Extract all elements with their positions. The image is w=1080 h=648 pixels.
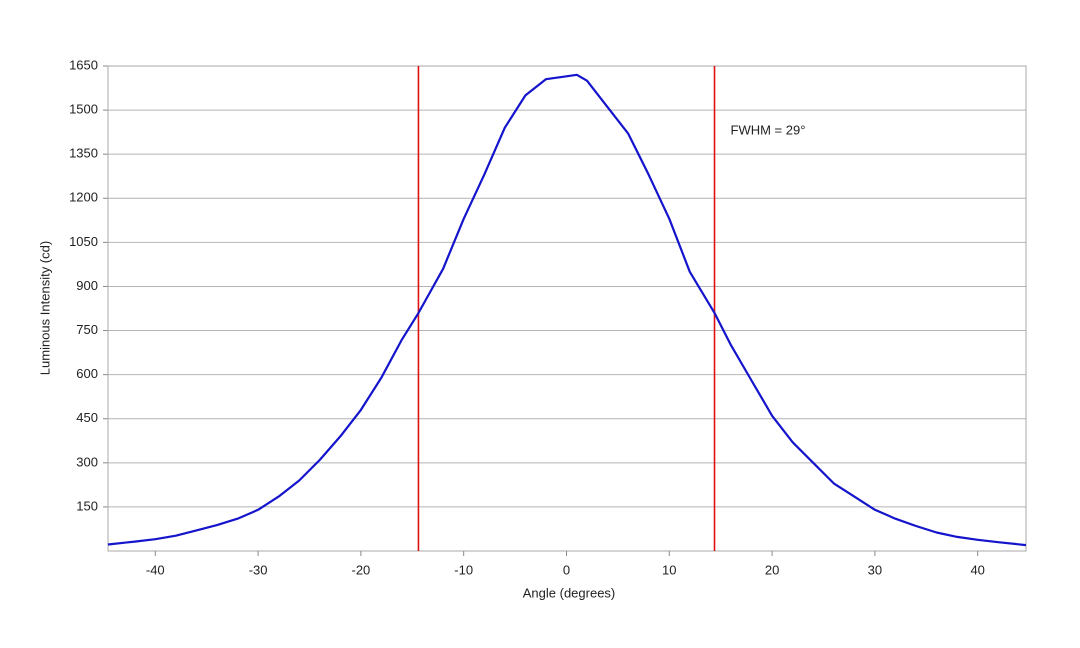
y-tick-label: 1200 <box>69 190 98 205</box>
x-axis-label: Angle (degrees) <box>523 585 616 600</box>
x-tick-label: -10 <box>454 562 473 577</box>
annotation: FWHM = 29° <box>731 122 806 137</box>
y-tick-label: 600 <box>76 366 98 381</box>
y-tick-label: 1650 <box>69 57 98 72</box>
x-tick-label: 20 <box>765 562 779 577</box>
y-tick-label: 900 <box>76 278 98 293</box>
x-tick-label: 10 <box>662 562 676 577</box>
x-tick-label: 30 <box>868 562 882 577</box>
x-tick-label: 40 <box>970 562 984 577</box>
y-tick-label: 300 <box>76 454 98 469</box>
y-tick-label: 1050 <box>69 234 98 249</box>
y-axis-label: Luminous Intensity (cd) <box>37 241 52 375</box>
x-tick-label: -40 <box>146 562 165 577</box>
y-tick-label: 1500 <box>69 102 98 117</box>
plot-border <box>107 65 1027 552</box>
x-tick-label: -20 <box>351 562 370 577</box>
data-line <box>107 73 1027 547</box>
x-tick-label: -30 <box>249 562 268 577</box>
y-tick-label: 1350 <box>69 146 98 161</box>
y-tick-label: 150 <box>76 498 98 513</box>
y-tick-label: 450 <box>76 410 98 425</box>
x-tick-label: 0 <box>563 562 570 577</box>
y-tick-label: 750 <box>76 322 98 337</box>
